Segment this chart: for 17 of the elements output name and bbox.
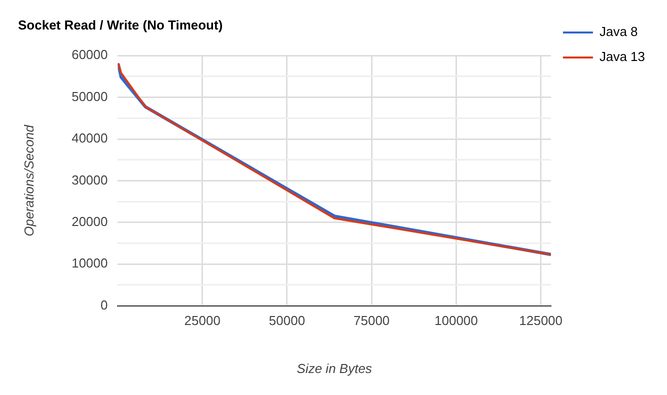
x-tick-label: 25000 xyxy=(184,313,220,328)
y-tick-label: 0 xyxy=(100,297,108,312)
y-tick-label: 30000 xyxy=(72,172,108,188)
x-tick-label: 100000 xyxy=(434,313,478,328)
x-tick-label: 125000 xyxy=(519,313,563,328)
chart-title: Socket Read / Write (No Timeout) xyxy=(18,17,223,32)
legend-label: Java 8 xyxy=(599,24,638,40)
y-axis-title: Operations/Second xyxy=(21,124,36,236)
y-tick-label: 50000 xyxy=(72,88,108,104)
y-tick-label: 60000 xyxy=(72,47,108,62)
y-tick-label: 10000 xyxy=(72,256,108,271)
x-tick-label: 75000 xyxy=(354,313,390,328)
y-tick-label: 20000 xyxy=(72,214,108,229)
x-tick-label: 50000 xyxy=(268,313,306,328)
x-axis-title: Size in Bytes xyxy=(296,360,372,376)
y-tick-label: 40000 xyxy=(72,130,108,146)
legend-label: Java 13 xyxy=(599,49,646,64)
